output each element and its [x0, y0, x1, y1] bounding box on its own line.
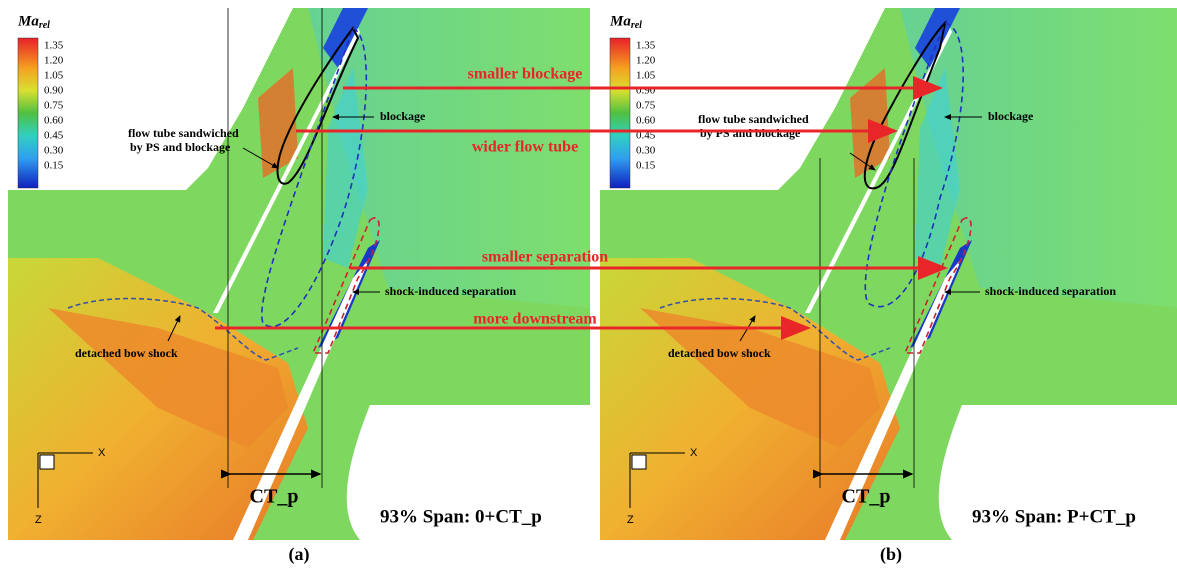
panel-label: (b) — [880, 544, 902, 565]
colorbar-tick-label: 0.15 — [636, 160, 656, 172]
colorbar-tick-label: 0.90 — [636, 85, 656, 97]
annotation: detached bow shock — [668, 346, 771, 360]
annotation: flow tube sandwiched — [128, 126, 239, 140]
span-label: 93% Span: 0+CT_p — [380, 506, 542, 527]
annotation: by PS and blockage — [700, 126, 801, 140]
annotation: flow tube sandwiched — [698, 112, 809, 126]
span-label: 93% Span: P+CT_p — [972, 506, 1136, 527]
colorbar-tick-label: 0.30 — [636, 145, 656, 157]
colorbar-tick-label: 0.30 — [44, 145, 64, 157]
colorbar-tick-label: 1.20 — [636, 55, 656, 67]
colorbar — [18, 38, 38, 188]
colorbar-tick-label: 0.75 — [44, 100, 64, 112]
colorbar-tick-label: 1.20 — [44, 55, 64, 67]
dimension-label: CT_p — [250, 486, 299, 508]
axis-label: Z — [35, 514, 42, 526]
colorbar-tick-label: 0.90 — [44, 85, 64, 97]
comparison-label: wider flow tube — [472, 139, 578, 156]
colorbar-tick-label: 1.05 — [636, 70, 656, 82]
comparison-label: smaller blockage — [468, 66, 583, 83]
colorbar-tick-label: 1.05 — [44, 70, 64, 82]
axis-label: X — [690, 447, 698, 459]
annotation: by PS and blockage — [130, 140, 231, 154]
comparison-label: more downstream — [473, 311, 597, 328]
axis-box — [632, 455, 646, 469]
annotation: blockage — [988, 109, 1034, 123]
annotation: detached bow shock — [75, 346, 178, 360]
colorbar-tick-label: 0.15 — [44, 160, 64, 172]
annotation: shock-induced separation — [985, 284, 1116, 298]
colorbar-tick-label: 0.60 — [44, 115, 64, 127]
colorbar-subscript: rel — [631, 20, 642, 31]
axis-box — [40, 455, 54, 469]
annotation: shock-induced separation — [385, 284, 516, 298]
colorbar-tick-label: 0.75 — [636, 100, 656, 112]
colorbar-tick-label: 1.35 — [636, 40, 656, 52]
annotation: blockage — [380, 109, 426, 123]
colorbar — [610, 38, 630, 188]
panel-label: (a) — [289, 544, 310, 565]
colorbar-tick-label: 0.45 — [44, 130, 64, 142]
comparison-label: smaller separation — [482, 249, 608, 266]
figure: CT_p93% Span: 0+CT_pMarel1.351.201.050.9… — [0, 0, 1177, 570]
axis-label: X — [98, 447, 106, 459]
axis-label: Z — [627, 514, 634, 526]
colorbar-subscript: rel — [39, 20, 50, 31]
colorbar-tick-label: 1.35 — [44, 40, 64, 52]
dimension-label: CT_p — [842, 486, 891, 508]
colorbar-tick-label: 0.60 — [636, 115, 656, 127]
